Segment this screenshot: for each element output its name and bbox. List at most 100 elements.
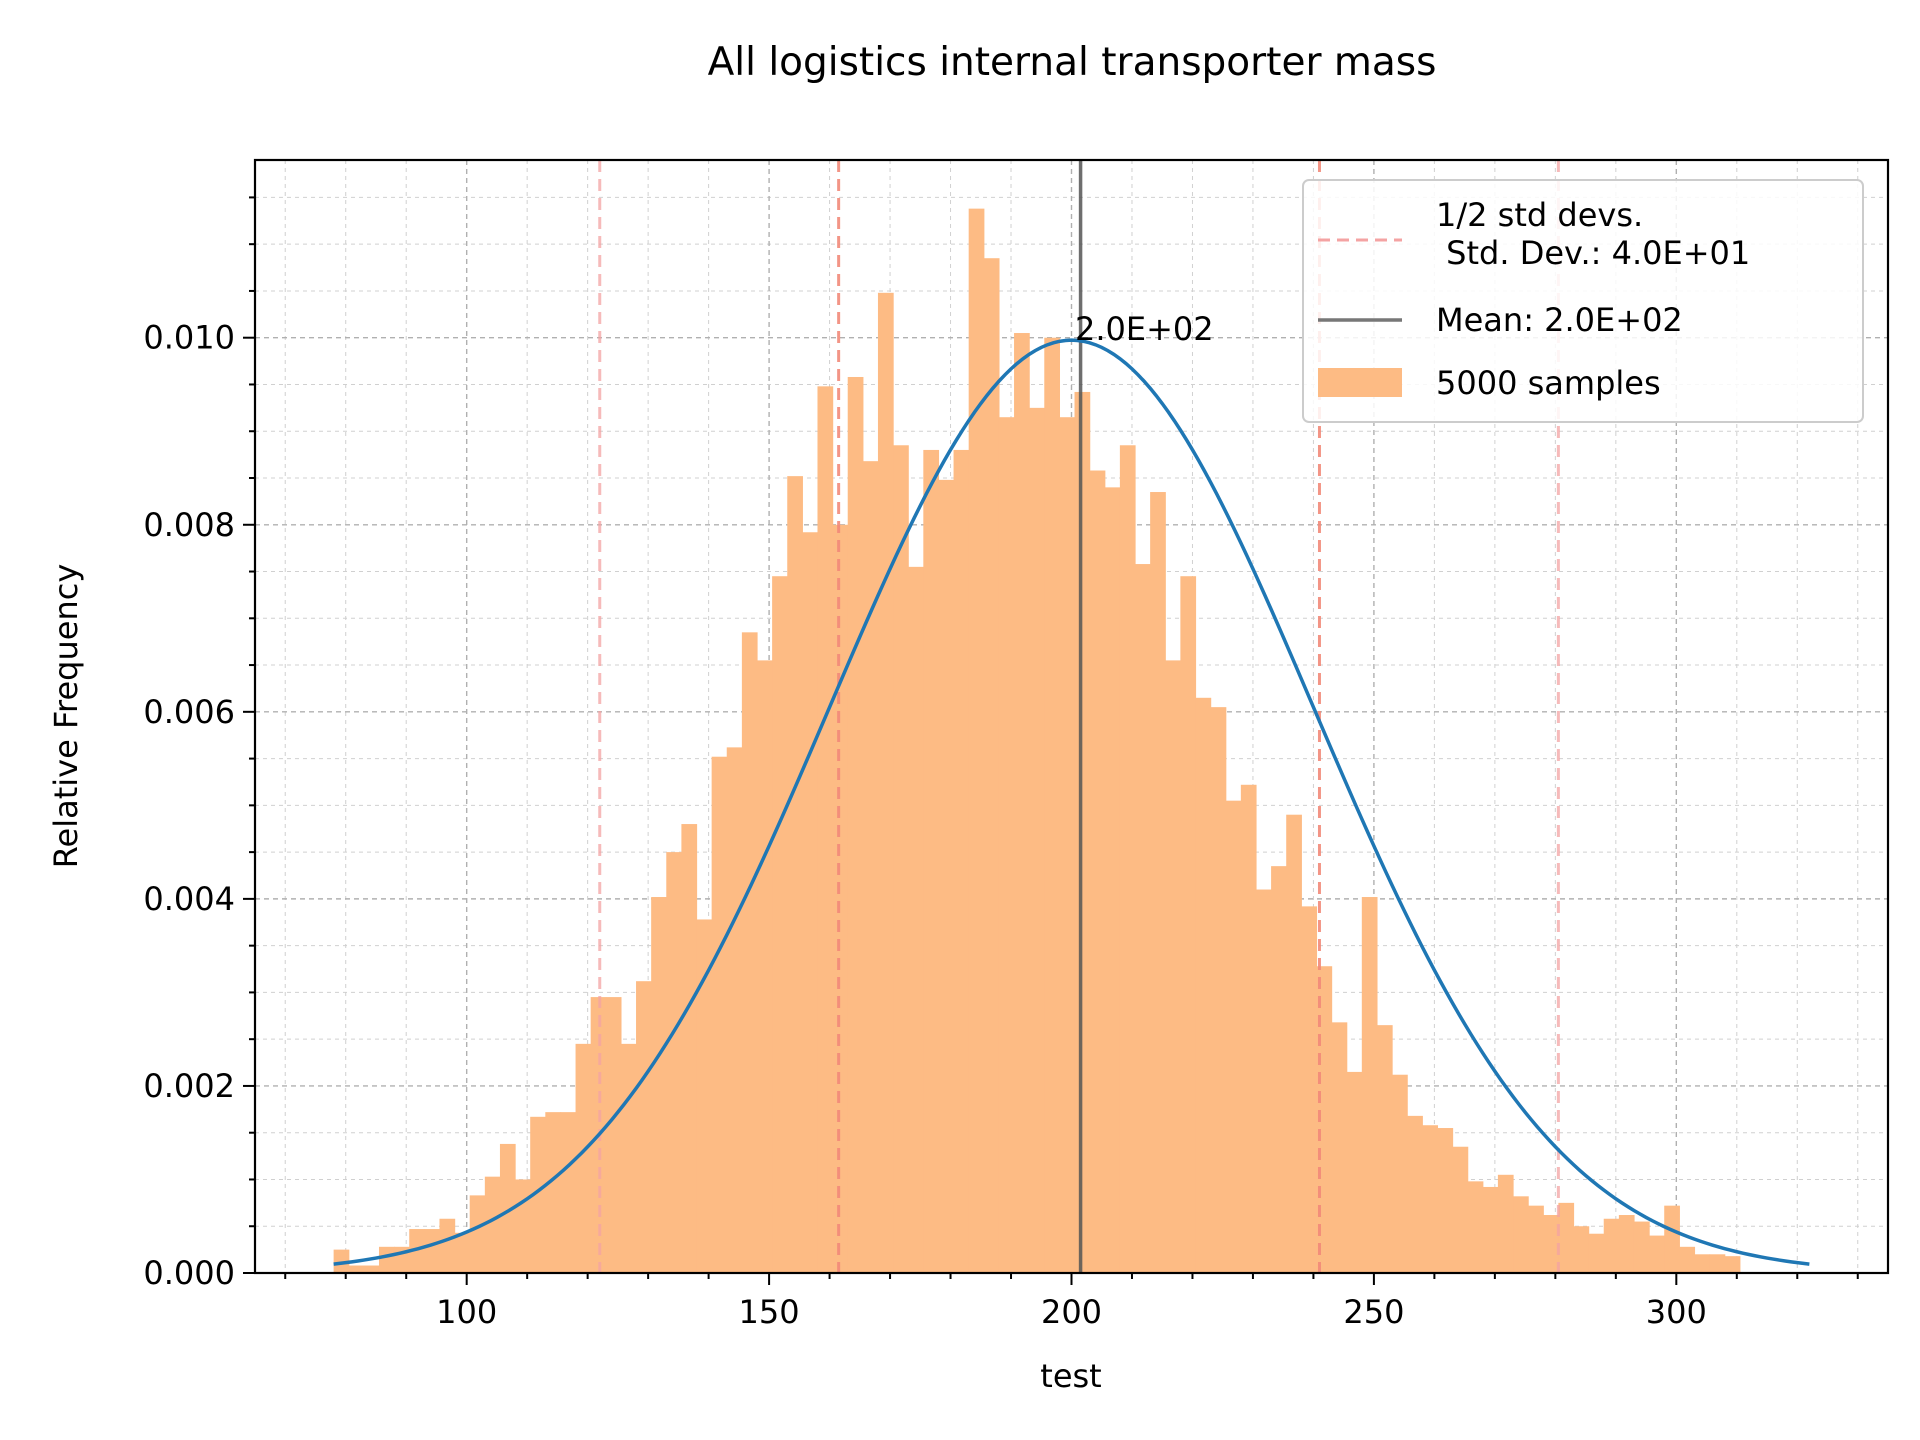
histogram-bar — [1452, 1146, 1469, 1273]
histogram-bar — [1301, 906, 1318, 1273]
y-tick-label: 0.010 — [143, 319, 235, 357]
histogram-bar — [817, 386, 834, 1273]
histogram-bar — [1573, 1226, 1590, 1273]
histogram-bar — [1664, 1205, 1680, 1273]
histogram-bar — [378, 1246, 395, 1273]
legend-hist-swatch — [1318, 368, 1402, 397]
histogram-bar — [802, 532, 819, 1273]
histogram-bar — [1618, 1215, 1635, 1273]
legend-std-label-line1: 1/2 std devs. — [1436, 196, 1643, 234]
legend-box — [1302, 179, 1864, 423]
histogram-bar — [1331, 1022, 1348, 1273]
histogram-bar — [832, 524, 849, 1273]
histogram-bar — [484, 1176, 501, 1273]
histogram-bar — [1543, 1215, 1559, 1273]
y-tick-label: 0.008 — [143, 506, 235, 544]
x-tick-label: 300 — [1646, 1293, 1707, 1331]
y-axis-title: Relative Frequency — [47, 564, 85, 869]
legend-std-label-line2: Std. Dev.: 4.0E+01 — [1436, 234, 1750, 272]
histogram-bar — [605, 997, 622, 1273]
histogram-bar — [1014, 333, 1030, 1273]
histogram-bar — [983, 258, 1000, 1273]
x-tick-label: 150 — [739, 1293, 800, 1331]
histogram-bar — [1346, 1071, 1363, 1273]
mean-annotation: 2.0E+02 — [1075, 310, 1214, 348]
histogram-bar — [1271, 866, 1287, 1273]
histogram-bar — [545, 1112, 562, 1273]
histogram-bar — [968, 208, 985, 1274]
histogram-bar — [469, 1195, 486, 1273]
histogram-bar — [1633, 1221, 1650, 1273]
histogram-bar — [1150, 492, 1166, 1273]
histogram-bar — [560, 1112, 577, 1273]
histogram-bar — [454, 1232, 471, 1273]
y-tick-label: 0.006 — [143, 693, 235, 731]
histogram-bar — [938, 479, 955, 1273]
histogram-bar — [363, 1265, 380, 1273]
histogram-bar — [1513, 1196, 1529, 1273]
histogram-bar — [681, 824, 698, 1273]
y-tick-label: 0.002 — [143, 1067, 235, 1105]
x-tick-label: 100 — [436, 1293, 497, 1331]
histogram-bar — [348, 1265, 365, 1273]
histogram-bar — [1195, 697, 1212, 1273]
histogram-bar — [1709, 1254, 1726, 1273]
histogram-bar — [772, 576, 788, 1273]
histogram-bar — [1210, 707, 1227, 1273]
histogram-bar — [877, 292, 894, 1273]
histogram-bar — [756, 660, 773, 1273]
histogram-bars — [333, 208, 1741, 1274]
histogram-bar — [1180, 576, 1197, 1273]
histogram-bar — [1603, 1218, 1620, 1273]
histogram-bar — [1165, 660, 1181, 1273]
x-axis-title: test — [1040, 1357, 1101, 1395]
histogram-bar — [1422, 1125, 1439, 1273]
histogram-bar — [666, 852, 682, 1273]
histogram-bar — [893, 445, 909, 1273]
legend: 1/2 std devs. Std. Dev.: 4.0E+01 Mean: 2… — [1302, 179, 1864, 423]
histogram-bar — [1074, 391, 1091, 1273]
histogram-bar — [1225, 800, 1242, 1273]
histogram-bar — [515, 1179, 531, 1273]
histogram-bar — [1240, 784, 1257, 1273]
histogram-bar — [1059, 417, 1076, 1273]
histogram-bar — [1089, 470, 1106, 1273]
histogram-bar — [439, 1218, 456, 1273]
histogram-bar — [726, 747, 743, 1273]
histogram-bar — [499, 1143, 516, 1273]
y-axis-ticks: 0.000 0.002 0.004 0.006 0.008 0.010 — [143, 196, 255, 1292]
histogram-bar — [1376, 1025, 1393, 1273]
histogram-bar — [1104, 487, 1121, 1274]
legend-hist-label: 5000 samples — [1436, 364, 1661, 402]
histogram-bar — [636, 981, 652, 1273]
histogram-bar — [1467, 1181, 1484, 1273]
x-axis-ticks: 100 150 200 250 300 — [284, 1273, 1859, 1331]
histogram-bar — [711, 756, 728, 1273]
histogram-bar — [1029, 407, 1045, 1274]
histogram-bar — [1679, 1246, 1696, 1273]
histogram-bar — [1649, 1235, 1665, 1273]
histogram-bar — [1392, 1074, 1408, 1273]
histogram-bar — [998, 417, 1015, 1273]
legend-mean-label: Mean: 2.0E+02 — [1436, 301, 1683, 339]
x-tick-label: 250 — [1343, 1293, 1404, 1331]
histogram-bar — [620, 1043, 637, 1273]
histogram-bar — [424, 1229, 441, 1273]
histogram-bar — [651, 897, 667, 1273]
y-tick-label: 0.004 — [143, 880, 235, 918]
histogram-bar — [1528, 1205, 1544, 1273]
chart-title: All logistics internal transporter mass — [708, 40, 1437, 85]
reference-lines — [598, 160, 1560, 1273]
histogram-bar — [1558, 1202, 1575, 1273]
histogram-bar — [409, 1229, 425, 1273]
histogram-bar — [1135, 564, 1151, 1273]
histogram-bar — [1437, 1128, 1454, 1273]
histogram-bar — [1407, 1115, 1423, 1273]
histogram-bar — [696, 919, 713, 1273]
normal-fit-curve — [333, 338, 1810, 1266]
histogram-bar — [1361, 897, 1378, 1273]
histogram-bar — [787, 476, 803, 1274]
histogram-bar — [575, 1043, 592, 1273]
histogram-bar — [1255, 889, 1272, 1273]
